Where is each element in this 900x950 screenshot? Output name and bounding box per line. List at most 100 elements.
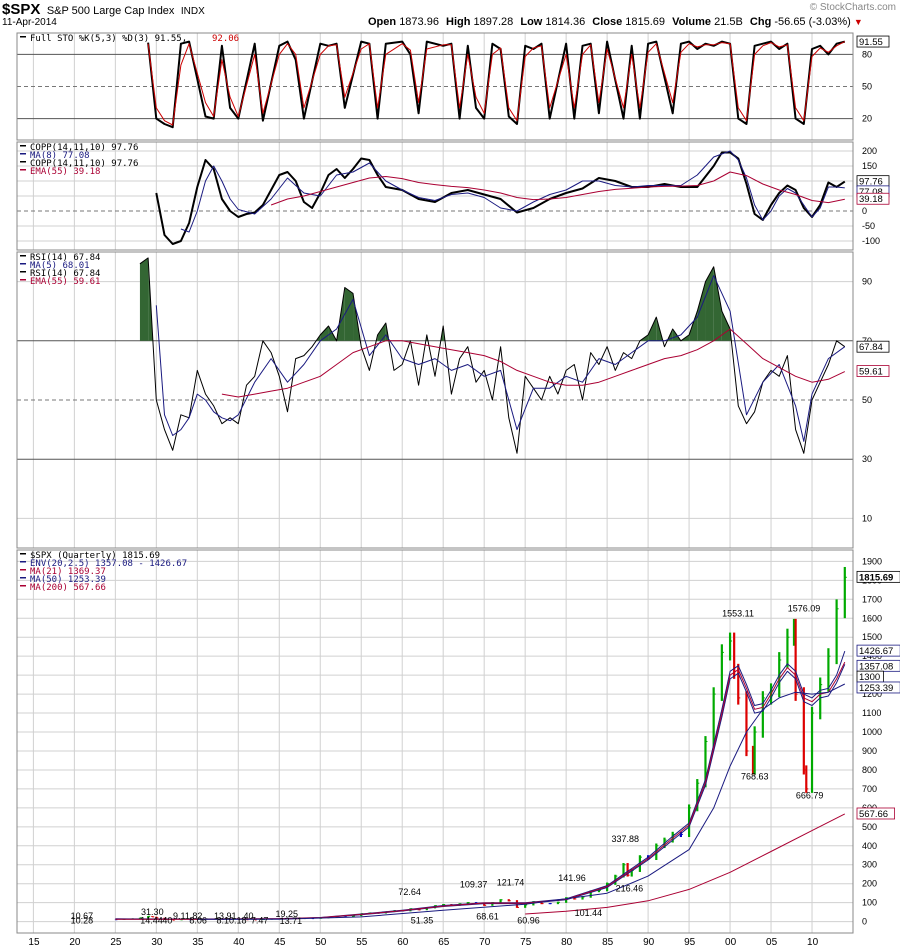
rsi-overbought-fill xyxy=(705,266,714,341)
y-tick-label: 500 xyxy=(862,822,877,832)
last-value-label: 1357.08 xyxy=(859,661,893,672)
symbol-line: $SPX S&P 500 Large Cap Index INDX xyxy=(2,1,205,19)
x-tick-label: 95 xyxy=(684,937,696,948)
panel-border xyxy=(16,549,854,934)
price-annotation: 19.25 xyxy=(275,909,298,919)
copp-series-line xyxy=(180,150,845,233)
y-tick-label: 800 xyxy=(862,765,877,775)
x-tick-label: 75 xyxy=(520,937,532,948)
price-annotation: 768.63 xyxy=(741,771,769,781)
y-tick-label: 150 xyxy=(862,161,877,171)
price-annotation: 9.11.82 xyxy=(173,911,202,921)
price-annotation: .40 xyxy=(241,911,254,921)
y-tick-label: 700 xyxy=(862,784,877,794)
legend-swatch-icon xyxy=(20,553,26,555)
x-tick-label: 50 xyxy=(315,937,327,948)
y-tick-label: 10 xyxy=(862,513,872,523)
rsi-series-line xyxy=(139,257,846,454)
high-value: 1897.28 xyxy=(473,16,514,28)
price-annotation: 121.74 xyxy=(497,878,525,888)
last-value-tag xyxy=(856,807,895,820)
price-annotation: 72.64 xyxy=(398,887,421,897)
y-tick-label: 1200 xyxy=(862,689,882,699)
y-tick-label: 100 xyxy=(862,898,877,908)
y-tick-label: -100 xyxy=(862,236,880,246)
price-series-line xyxy=(197,683,846,920)
x-tick-label: 65 xyxy=(438,937,450,948)
y-tick-label: -50 xyxy=(862,221,875,231)
rsi-overbought-fill xyxy=(648,317,657,341)
last-value-tag xyxy=(856,570,900,583)
price-annotation: 666.79 xyxy=(796,790,824,800)
low-label: Low xyxy=(520,16,543,28)
price-annotation: 31.30 xyxy=(141,907,164,917)
x-axis: 15 20 25 30 35 40 45 50 55 60 65 70 75 80 85 90 95 00 05 10 xyxy=(28,937,818,948)
price-annotation: 337.88 xyxy=(612,834,640,844)
close-value: 1815.69 xyxy=(625,16,666,28)
x-tick-label: 40 xyxy=(233,937,245,948)
x-tick-label: 45 xyxy=(274,937,286,948)
y-tick-label: 1100 xyxy=(862,708,881,718)
legend-entry: MA(200) 567.66 xyxy=(30,583,106,593)
y-tick-label: 20 xyxy=(862,114,872,124)
rsi-series-line xyxy=(221,328,846,398)
price-annotation: 51.35 xyxy=(411,916,434,926)
sto-panel: 20 50 80 Full STO %K(5,3) %D(3) 91.55, 92.06… xyxy=(16,32,890,141)
price-annotation: 68.61 xyxy=(476,912,499,922)
volume-label: Volume xyxy=(672,16,712,28)
high-label: High xyxy=(446,16,471,28)
legend-entry: COPP(14,11,10) 97.76 xyxy=(30,159,138,169)
y-tick-label: 80 xyxy=(862,49,872,59)
price-annotation: 10.67 xyxy=(71,911,94,921)
price-panel: 0100200300400500600700800900100011001200… xyxy=(16,549,900,934)
x-tick-label: 60 xyxy=(397,937,409,948)
x-tick-label: 20 xyxy=(69,937,81,948)
quote-line: Open 1873.96 High 1897.28 Low 1814.36 Cl… xyxy=(368,16,863,28)
legend-swatch-icon xyxy=(20,255,26,257)
panel-border xyxy=(16,32,854,141)
x-tick-label: 30 xyxy=(151,937,163,948)
last-value-label: 59.61 xyxy=(859,367,883,378)
legend-entry: ENV(20,2.5) 1357.08 - 1426.67 xyxy=(30,559,187,569)
last-value-label: 1300 xyxy=(859,672,880,683)
legend-entry: MA(50) 1253.39 xyxy=(30,575,106,585)
volume-value: 21.5B xyxy=(714,16,743,28)
rsi-overbought-fill xyxy=(139,257,149,341)
legend-swatch-icon xyxy=(20,153,26,155)
chart-date: 11-Apr-2014 xyxy=(2,17,57,28)
legend-swatch-icon xyxy=(20,585,26,587)
price-annotation: 10.28 xyxy=(71,916,94,926)
price-annotation: 216.46 xyxy=(616,883,644,893)
legend-swatch-icon xyxy=(20,577,26,579)
open-label: Open xyxy=(368,16,397,28)
x-tick-label: 70 xyxy=(479,937,491,948)
rsi-overbought-fill xyxy=(344,287,354,341)
x-tick-label: 00 xyxy=(725,937,737,948)
x-tick-label: 10 xyxy=(807,937,819,948)
price-annotation: 13.71 xyxy=(280,916,303,926)
x-tick-label: 05 xyxy=(766,937,778,948)
x-tick-label: 55 xyxy=(356,937,368,948)
y-tick-label: 0 xyxy=(862,917,867,927)
low-value: 1814.36 xyxy=(545,16,586,28)
price-annotation: 13.91 xyxy=(214,911,237,921)
legend-entry: MA(5) 68.01 xyxy=(30,261,90,271)
price-annotation: 60.96 xyxy=(517,916,540,926)
rsi-overbought-fill xyxy=(697,281,706,341)
last-value-label: 567.66 xyxy=(859,809,888,820)
last-value-label: 67.84 xyxy=(859,342,883,353)
last-value-label: 1426.67 xyxy=(859,646,893,657)
y-tick-label: 200 xyxy=(862,879,877,889)
y-tick-label: 0 xyxy=(862,206,867,216)
x-tick-label: 90 xyxy=(643,937,655,948)
x-tick-label: 35 xyxy=(192,937,204,948)
price-annotation: 7.47 xyxy=(251,916,269,926)
panel-border xyxy=(16,141,854,251)
last-value-label: 77.08 xyxy=(859,187,883,198)
copp-panel: -100-50050100150200COPP(14,11,10) 97.76M… xyxy=(16,141,890,251)
y-tick-label: 30 xyxy=(862,454,872,464)
legend-entry: MA(8) 77.08 xyxy=(30,151,90,161)
symbol: $SPX xyxy=(2,1,41,18)
y-tick-label: 1700 xyxy=(862,594,882,604)
